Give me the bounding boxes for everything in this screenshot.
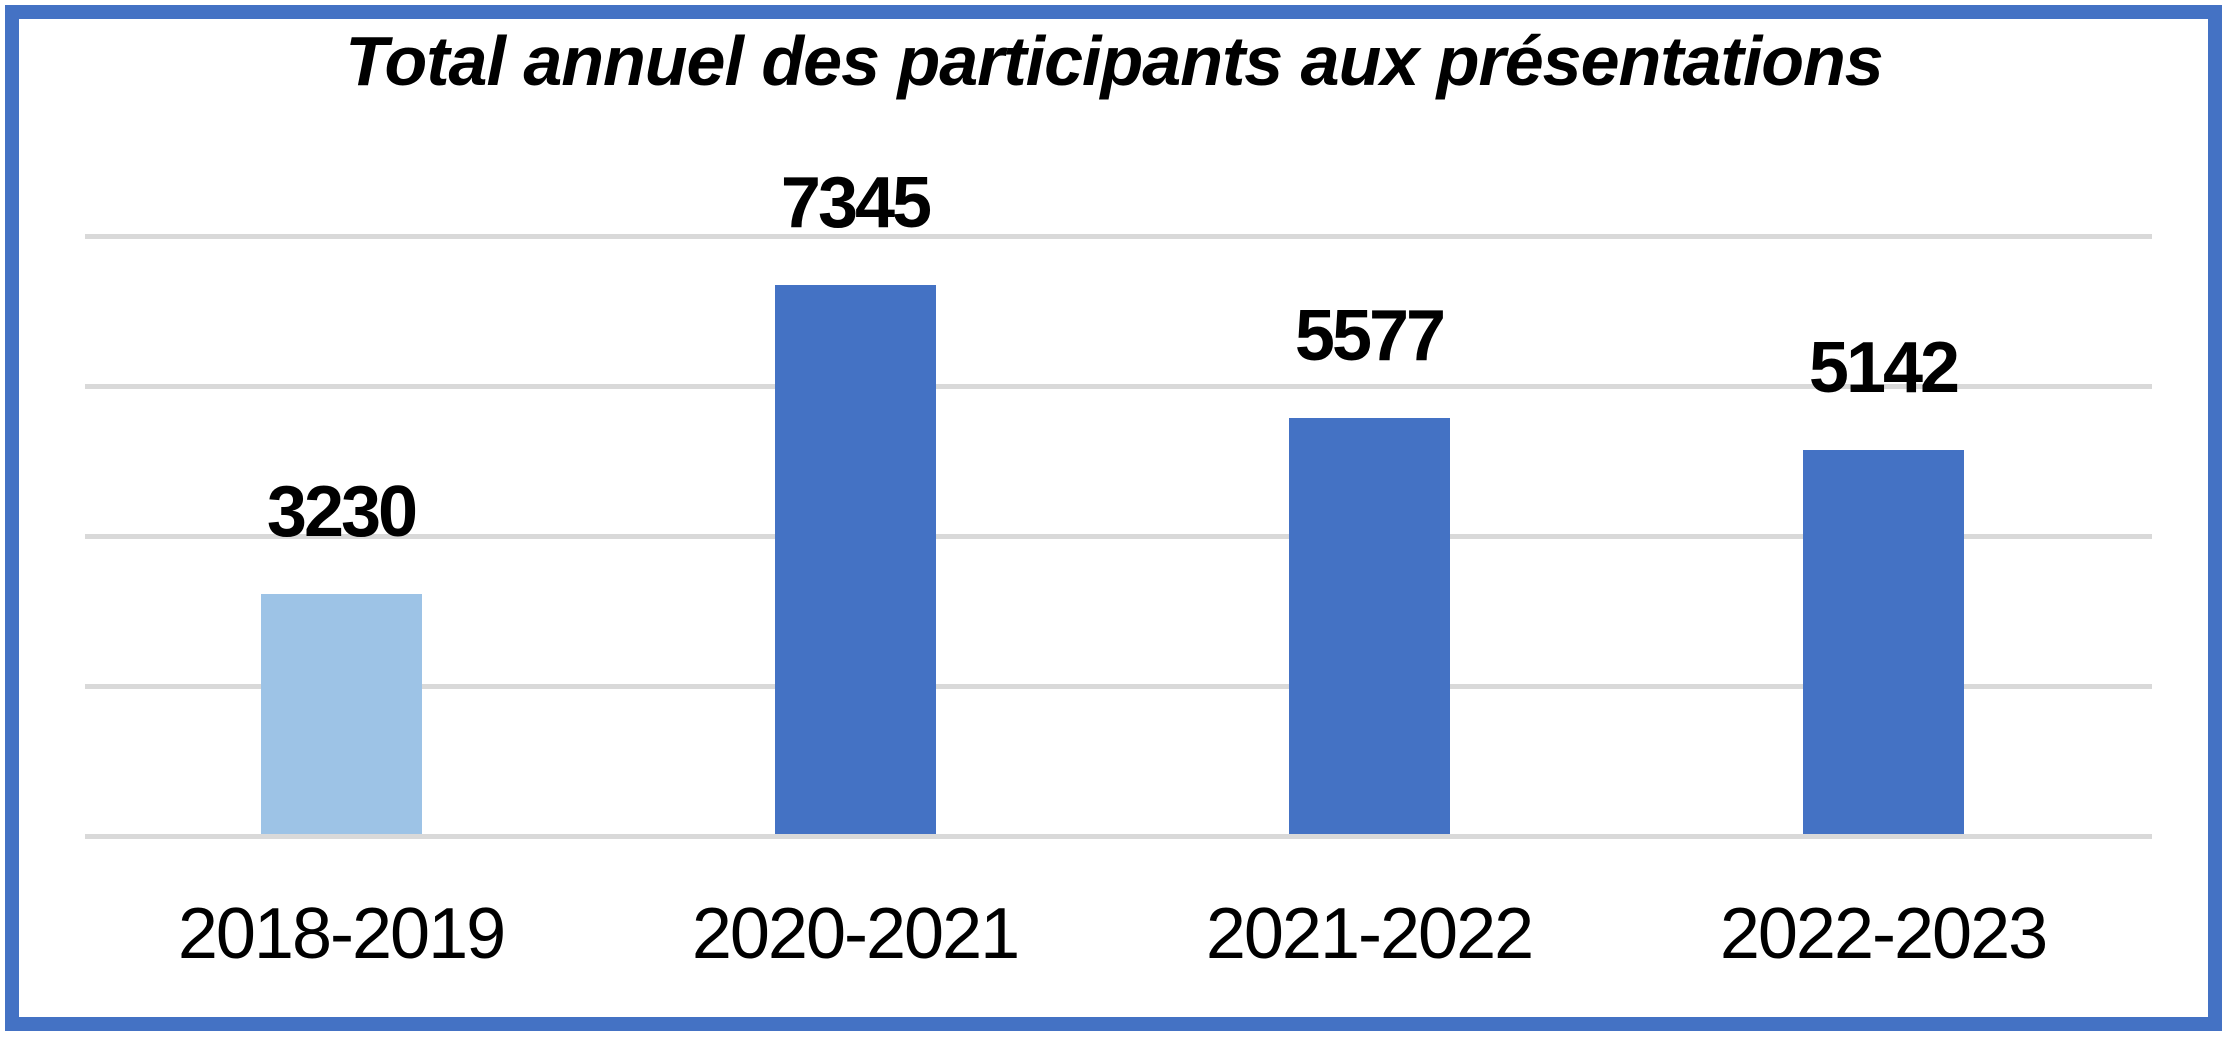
chart-title: Total annuel des participants aux présen… xyxy=(345,22,1883,100)
gridline-0 xyxy=(85,834,2152,839)
x-axis-label-2022-2023: 2022-2023 xyxy=(1719,894,2048,974)
bar-value-label-2018-2019: 3230 xyxy=(266,471,418,552)
bar-2021-2022 xyxy=(1288,417,1450,834)
bar-value-label-2021-2022: 5577 xyxy=(1294,295,1446,376)
gridline-6000 xyxy=(85,384,2152,389)
gridline-8000 xyxy=(85,234,2152,239)
x-axis-label-2018-2019: 2018-2019 xyxy=(177,894,506,974)
gridline-4000 xyxy=(85,534,2152,539)
x-axis-label-2021-2022: 2021-2022 xyxy=(1205,894,1534,974)
bar-value-label-2020-2021: 7345 xyxy=(780,163,932,244)
bar-2020-2021 xyxy=(774,285,936,834)
x-axis-label-2020-2021: 2020-2021 xyxy=(691,894,1020,974)
bar-2018-2019 xyxy=(260,593,422,834)
gridline-2000 xyxy=(85,684,2152,689)
bar-2022-2023 xyxy=(1802,450,1964,834)
bar-value-label-2022-2023: 5142 xyxy=(1808,328,1960,409)
